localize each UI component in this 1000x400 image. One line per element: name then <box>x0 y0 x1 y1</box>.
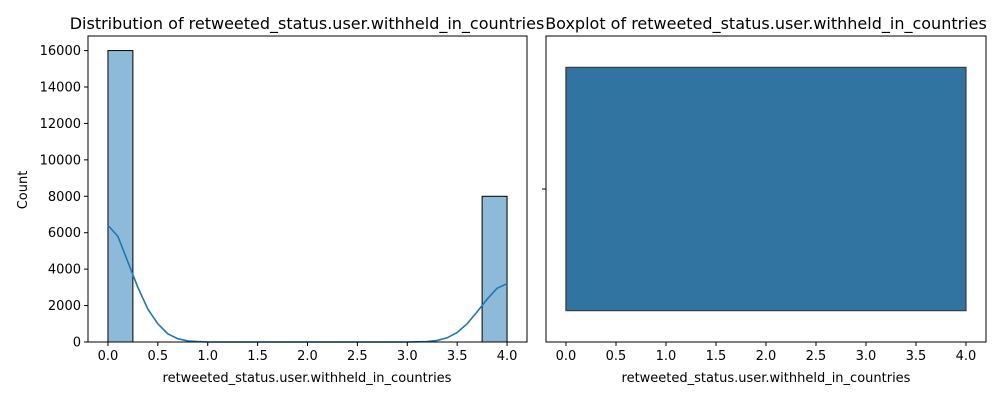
histogram-x-axis-label: retweeted_status.user.withheld_in_countr… <box>163 371 452 386</box>
x-tick-label: 3.5 <box>906 349 927 364</box>
y-tick-label: 0 <box>73 336 81 351</box>
x-tick-label: 0.5 <box>147 349 168 364</box>
x-tick-label: 3.0 <box>397 349 418 364</box>
histogram-y-ticks: 0 2000 4000 6000 8000 10000 12000 14000 16000 <box>40 44 88 351</box>
histogram-axes-frame <box>87 35 528 343</box>
boxplot-box <box>565 66 967 312</box>
x-tick-label: 1.0 <box>197 349 218 364</box>
y-tick-label: 12000 <box>40 117 81 132</box>
histogram-title: Distribution of retweeted_status.user.wi… <box>70 14 545 34</box>
boxplot-axes-frame <box>545 35 987 343</box>
y-tick-label: 16000 <box>40 44 81 59</box>
x-tick-label: 3.0 <box>856 349 877 364</box>
histogram-x-ticks: 0.0 0.5 1.0 1.5 2.0 2.5 3.0 3.5 4.0 <box>98 342 518 364</box>
x-tick-label: 2.5 <box>347 349 368 364</box>
x-tick-label: 1.5 <box>706 349 727 364</box>
y-tick-label: 4000 <box>48 263 81 278</box>
boxplot-x-ticks: 0.0 0.5 1.0 1.5 2.0 2.5 3.0 3.5 4.0 <box>556 342 977 364</box>
x-tick-label: 0.0 <box>98 349 119 364</box>
y-tick-label: 6000 <box>48 226 81 241</box>
y-tick-label: 10000 <box>40 153 81 168</box>
y-tick-label: 8000 <box>48 190 81 205</box>
x-tick-label: 4.0 <box>497 349 518 364</box>
histogram-bar <box>107 50 134 343</box>
x-tick-label: 2.5 <box>806 349 827 364</box>
x-tick-label: 3.5 <box>447 349 468 364</box>
boxplot-panel: Boxplot of retweeted_status.user.withhel… <box>542 14 987 386</box>
x-tick-label: 1.0 <box>656 349 677 364</box>
x-tick-label: 4.0 <box>956 349 977 364</box>
histogram-bar <box>481 195 508 343</box>
x-tick-label: 2.0 <box>297 349 318 364</box>
x-tick-label: 1.5 <box>247 349 268 364</box>
x-tick-label: 0.5 <box>606 349 627 364</box>
y-tick-label: 2000 <box>48 299 81 314</box>
boxplot-title: Boxplot of retweeted_status.user.withhel… <box>545 14 987 34</box>
y-tick-label: 14000 <box>40 81 81 96</box>
x-tick-label: 2.0 <box>756 349 777 364</box>
histogram-y-axis-label: Count <box>16 171 31 210</box>
histogram-panel: Distribution of retweeted_status.user.wi… <box>16 14 544 386</box>
x-tick-label: 0.0 <box>556 349 577 364</box>
kde-curve <box>107 224 508 343</box>
histogram-bars <box>107 50 508 343</box>
boxplot-x-axis-label: retweeted_status.user.withheld_in_countr… <box>622 371 911 386</box>
